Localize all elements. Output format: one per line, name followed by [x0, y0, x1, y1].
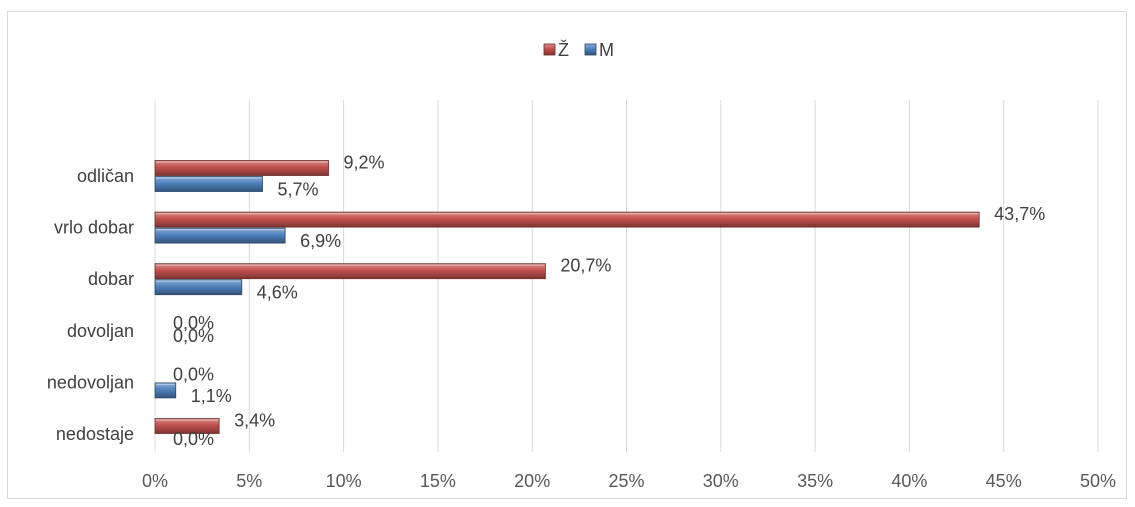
- legend-swatch-m: [584, 43, 597, 56]
- chart-frame: [7, 11, 1127, 499]
- x-tick-label: 40%: [891, 471, 927, 491]
- x-tick-label: 15%: [420, 471, 456, 491]
- x-tick-label: 45%: [986, 471, 1022, 491]
- data-label: 4,6%: [257, 283, 298, 303]
- data-label: 0,0%: [173, 364, 214, 384]
- data-label: 43,7%: [994, 204, 1045, 224]
- category-label: dovoljan: [67, 321, 134, 341]
- x-tick-label: 20%: [514, 471, 550, 491]
- category-label: nedostaje: [56, 424, 134, 444]
- x-tick-label: 30%: [703, 471, 739, 491]
- bar-z: [154, 418, 220, 434]
- category-label: odličan: [77, 166, 134, 186]
- data-label: 3,4%: [234, 411, 275, 431]
- category-label: nedovoljan: [47, 372, 134, 392]
- category-label: vrlo dobar: [54, 218, 134, 238]
- legend-label: Ž: [558, 40, 569, 60]
- data-label: 1,1%: [191, 386, 232, 406]
- data-label: 5,7%: [278, 180, 319, 200]
- data-label: 6,9%: [300, 231, 341, 251]
- data-label: 0,0%: [173, 326, 214, 346]
- x-tick-label: 5%: [236, 471, 262, 491]
- data-label: 0,0%: [173, 429, 214, 449]
- bar-m: [154, 382, 177, 399]
- bar-z: [154, 160, 329, 176]
- bar-m: [154, 279, 243, 296]
- bar-m: [154, 227, 286, 244]
- category-label: dobar: [88, 269, 134, 289]
- data-label: 20,7%: [560, 256, 611, 276]
- x-tick-label: 10%: [326, 471, 362, 491]
- x-tick-label: 25%: [608, 471, 644, 491]
- bar-z: [154, 211, 980, 228]
- legend-swatch-z: [543, 43, 556, 56]
- x-tick-label: 0%: [142, 471, 168, 491]
- data-label: 9,2%: [344, 153, 385, 173]
- legend-label: M: [599, 40, 614, 60]
- bar-m: [154, 176, 263, 192]
- data-label: 0,0%: [173, 313, 214, 333]
- x-tick-label: 50%: [1080, 471, 1116, 491]
- bar-z: [154, 263, 546, 280]
- x-tick-label: 35%: [797, 471, 833, 491]
